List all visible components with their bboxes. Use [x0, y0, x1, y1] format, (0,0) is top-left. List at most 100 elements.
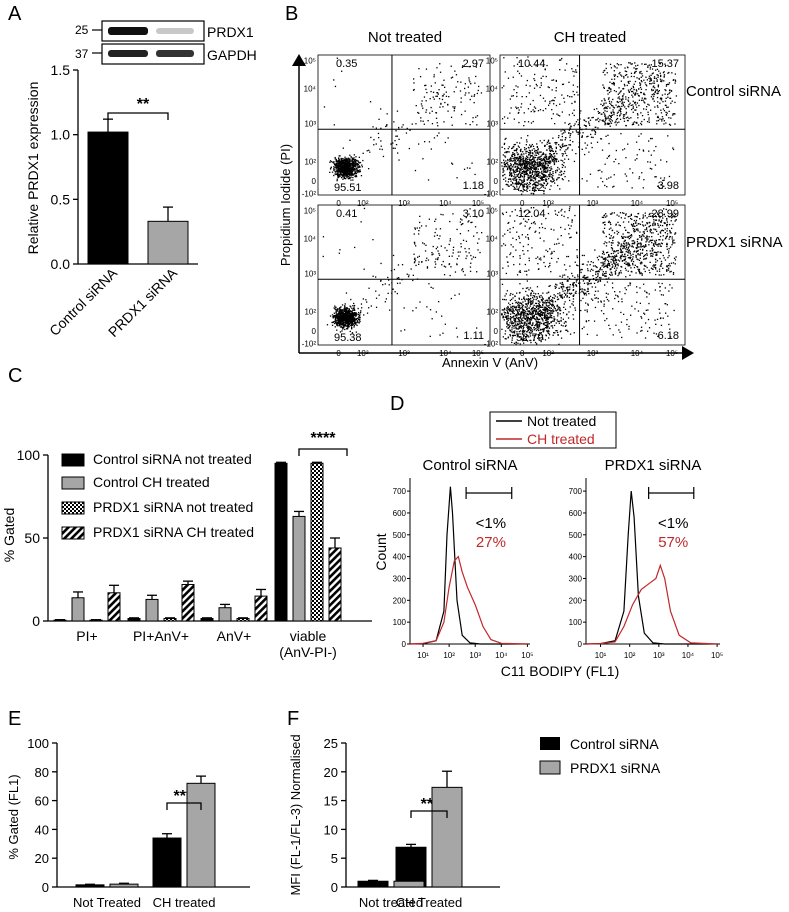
flow-dot	[541, 173, 544, 175]
flow-dot	[575, 121, 578, 123]
flow-dot	[525, 157, 527, 159]
flow-dot	[509, 322, 511, 324]
flow-dot	[517, 323, 519, 325]
flow-dot	[656, 260, 659, 262]
flow-dot	[563, 172, 565, 175]
flow-dot	[509, 309, 511, 311]
flow-dot	[564, 152, 567, 154]
flow-dot	[665, 85, 668, 87]
flow-dot	[548, 153, 551, 155]
flow-dot	[528, 307, 530, 309]
flow-dot	[507, 324, 509, 326]
flow-dot	[554, 97, 556, 99]
flow-dot	[546, 178, 548, 181]
flow-dot	[337, 316, 339, 318]
flow-dot	[608, 155, 610, 158]
flow-dot	[333, 168, 335, 170]
flow-dot	[650, 74, 652, 76]
flow-dot	[530, 317, 532, 319]
flow-dot	[335, 160, 337, 162]
flow-dot	[526, 316, 529, 318]
flow-dot	[471, 162, 473, 164]
flow-dot	[552, 304, 555, 307]
flow-dot	[546, 141, 549, 143]
flow-dot	[562, 312, 565, 314]
flow-dot	[344, 312, 346, 314]
flow-dot	[620, 249, 622, 251]
flow-dot	[347, 320, 349, 322]
flow-dot	[672, 262, 675, 264]
flow-dot	[622, 221, 625, 223]
flow-dot	[548, 156, 550, 158]
flow-dot	[350, 172, 353, 174]
flow-dot	[536, 146, 538, 148]
flow-dot	[531, 307, 533, 310]
flow-dot	[562, 145, 564, 147]
flow-dot	[540, 322, 542, 324]
flow-dot	[669, 232, 671, 234]
flow-dot	[351, 311, 353, 313]
flow-ytick-label: 10⁵	[304, 207, 316, 216]
flow-dot	[656, 230, 658, 232]
flow-dot	[604, 99, 606, 102]
flow-dot	[537, 173, 539, 175]
flow-dot	[553, 100, 555, 102]
flow-dot	[501, 312, 503, 315]
flow-dot	[363, 314, 365, 316]
flow-dot	[663, 185, 665, 187]
flow-dot	[378, 118, 380, 120]
flow-dot	[615, 90, 617, 93]
flow-dot	[392, 254, 395, 257]
flow-dot	[336, 317, 338, 319]
flow-dot	[537, 293, 539, 295]
flow-dot	[645, 244, 647, 246]
flow-dot	[659, 118, 661, 120]
flow-dot	[526, 308, 528, 310]
flow-dot	[652, 255, 654, 257]
flow-dot	[519, 168, 521, 170]
flow-dot	[336, 319, 338, 321]
flow-dot	[507, 160, 509, 162]
flow-dot	[507, 167, 509, 169]
flow-dot	[640, 91, 642, 94]
flow-dot	[520, 169, 522, 171]
flow-dot	[531, 314, 533, 316]
flow-dot	[640, 124, 643, 126]
flow-dot	[663, 222, 665, 224]
flow-dot	[351, 170, 354, 173]
flow-dot	[348, 317, 350, 319]
flow-dot	[618, 92, 621, 94]
flow-ytick-label: 10⁴	[486, 85, 499, 94]
flow-dot	[627, 99, 629, 101]
flow-dot	[640, 263, 642, 265]
flow-dot	[557, 312, 559, 314]
flow-dot	[617, 101, 619, 104]
flow-dot	[524, 330, 526, 332]
flow-dot	[438, 132, 440, 134]
flow-dot	[544, 339, 547, 341]
flow-dot	[537, 165, 539, 167]
flow-dot	[520, 158, 522, 160]
flow-dot	[672, 79, 674, 81]
flow-dot	[563, 170, 566, 173]
flow-dot	[622, 242, 625, 244]
flow-dot	[518, 173, 520, 175]
flow-dot	[355, 163, 358, 165]
flow-dot	[515, 307, 517, 309]
panel-letter-c: C	[8, 365, 22, 387]
flow-dot	[521, 183, 523, 186]
flow-dot	[546, 327, 548, 329]
flow-dot	[657, 85, 659, 87]
flow-dot	[415, 105, 417, 107]
flow-dot	[434, 261, 436, 263]
flow-dot	[542, 173, 544, 175]
flow-dot	[460, 81, 462, 83]
flow-dot	[568, 129, 570, 131]
flow-dot	[668, 269, 670, 271]
flow-dot	[396, 292, 398, 295]
flow-dot	[646, 79, 648, 81]
flow-dot	[549, 153, 551, 155]
flow-dot	[529, 172, 532, 174]
flow-dot	[634, 62, 636, 64]
flow-dot	[527, 299, 529, 302]
